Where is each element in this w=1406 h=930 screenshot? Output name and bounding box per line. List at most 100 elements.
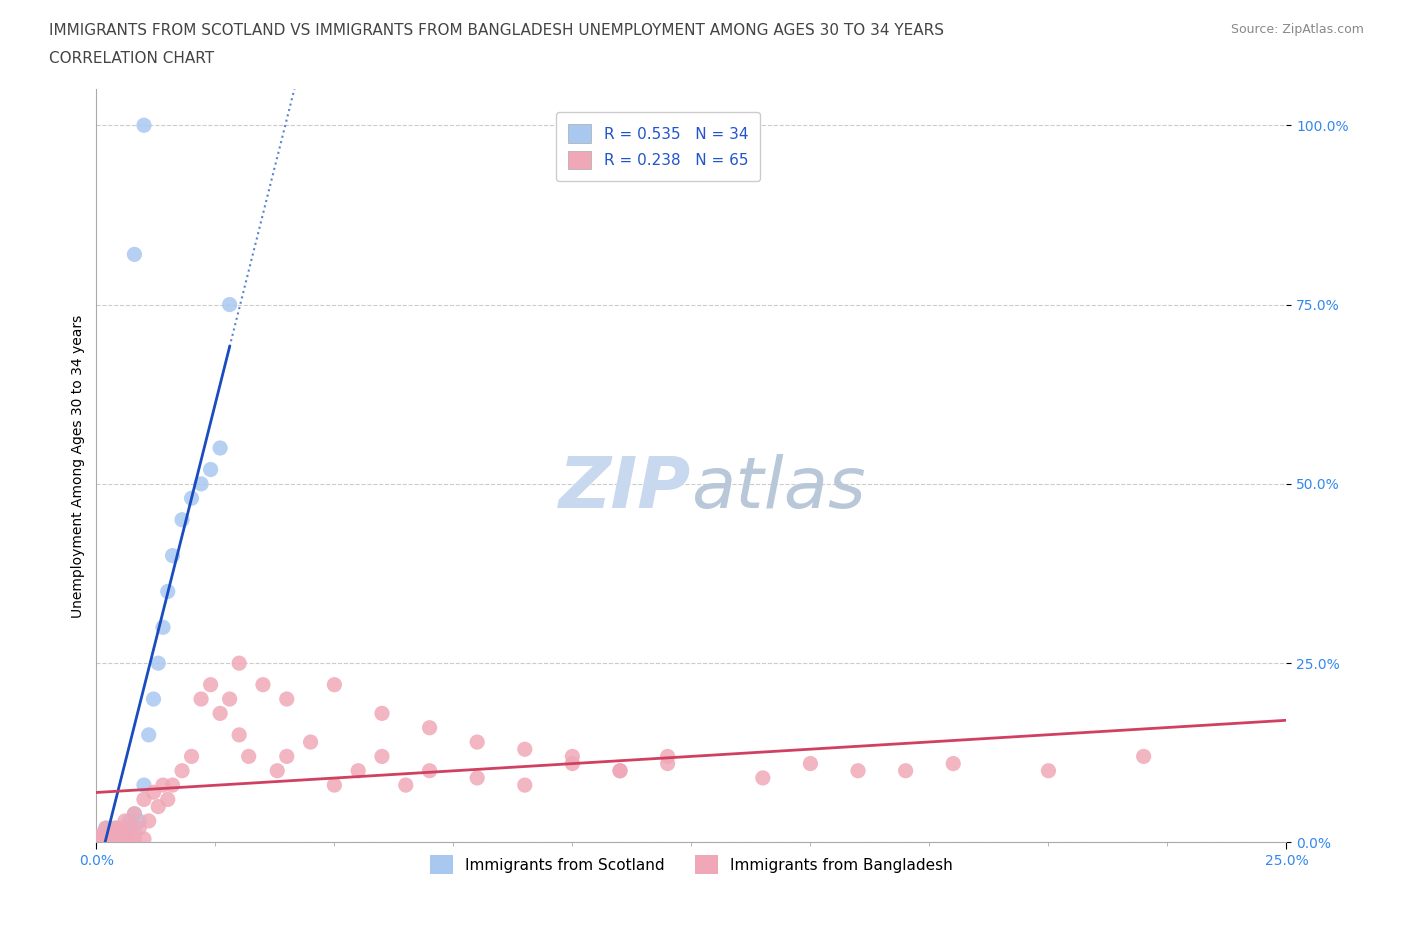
Point	[104, 831, 127, 846]
Point	[156, 792, 179, 807]
Legend: Immigrants from Scotland, Immigrants from Bangladesh: Immigrants from Scotland, Immigrants fro…	[423, 849, 959, 880]
Point	[114, 820, 136, 835]
Point	[252, 677, 274, 692]
Point	[100, 831, 122, 846]
Point	[152, 620, 174, 635]
Point	[371, 706, 394, 721]
Point	[90, 831, 112, 846]
Point	[238, 749, 260, 764]
Text: atlas: atlas	[692, 454, 866, 523]
Point	[894, 764, 917, 778]
Point	[419, 764, 441, 778]
Point	[1132, 749, 1154, 764]
Point	[138, 727, 160, 742]
Point	[118, 820, 141, 835]
Point	[513, 777, 536, 792]
Point	[100, 828, 122, 843]
Point	[142, 692, 165, 707]
Point	[94, 820, 117, 835]
Point	[276, 749, 298, 764]
Point	[752, 770, 775, 785]
Point	[395, 777, 418, 792]
Point	[100, 831, 122, 846]
Point	[347, 764, 370, 778]
Point	[657, 756, 679, 771]
Point	[200, 462, 222, 477]
Point	[266, 764, 288, 778]
Point	[162, 777, 184, 792]
Point	[104, 820, 127, 835]
Point	[104, 820, 127, 835]
Point	[657, 749, 679, 764]
Point	[104, 828, 127, 843]
Point	[465, 770, 488, 785]
Point	[162, 548, 184, 563]
Point	[132, 777, 155, 792]
Point	[108, 828, 131, 843]
Point	[94, 820, 117, 835]
Point	[190, 476, 212, 491]
Point	[114, 831, 136, 846]
Point	[190, 692, 212, 707]
Point	[132, 792, 155, 807]
Point	[100, 820, 122, 835]
Point	[90, 828, 112, 843]
Point	[561, 749, 583, 764]
Point	[609, 764, 631, 778]
Point	[94, 831, 117, 846]
Point	[148, 799, 170, 814]
Point	[323, 677, 346, 692]
Point	[148, 656, 170, 671]
Point	[218, 297, 240, 312]
Point	[846, 764, 869, 778]
Point	[200, 677, 222, 692]
Point	[299, 735, 322, 750]
Point	[465, 735, 488, 750]
Point	[218, 692, 240, 707]
Point	[132, 831, 155, 846]
Point	[180, 749, 202, 764]
Point	[94, 831, 117, 846]
Point	[276, 692, 298, 707]
Point	[124, 820, 146, 835]
Point	[100, 828, 122, 843]
Point	[108, 828, 131, 843]
Point	[371, 749, 394, 764]
Point	[228, 727, 250, 742]
Y-axis label: Unemployment Among Ages 30 to 34 years: Unemployment Among Ages 30 to 34 years	[72, 314, 86, 618]
Point	[152, 777, 174, 792]
Point	[170, 764, 193, 778]
Point	[209, 706, 232, 721]
Point	[108, 831, 131, 846]
Point	[180, 491, 202, 506]
Text: ZIP: ZIP	[560, 454, 692, 523]
Point	[124, 247, 146, 262]
Point	[323, 777, 346, 792]
Point	[132, 118, 155, 133]
Point	[156, 584, 179, 599]
Point	[114, 814, 136, 829]
Point	[128, 814, 150, 829]
Point	[124, 806, 146, 821]
Text: CORRELATION CHART: CORRELATION CHART	[49, 51, 214, 66]
Point	[609, 764, 631, 778]
Point	[104, 831, 127, 846]
Point	[108, 831, 131, 846]
Point	[799, 756, 821, 771]
Point	[513, 742, 536, 757]
Point	[128, 820, 150, 835]
Point	[419, 720, 441, 735]
Text: Source: ZipAtlas.com: Source: ZipAtlas.com	[1230, 23, 1364, 36]
Point	[124, 831, 146, 846]
Point	[94, 828, 117, 843]
Point	[142, 785, 165, 800]
Point	[118, 814, 141, 829]
Point	[118, 831, 141, 846]
Point	[108, 820, 131, 835]
Point	[209, 441, 232, 456]
Point	[1038, 764, 1060, 778]
Point	[114, 831, 136, 846]
Point	[561, 756, 583, 771]
Point	[90, 828, 112, 843]
Point	[228, 656, 250, 671]
